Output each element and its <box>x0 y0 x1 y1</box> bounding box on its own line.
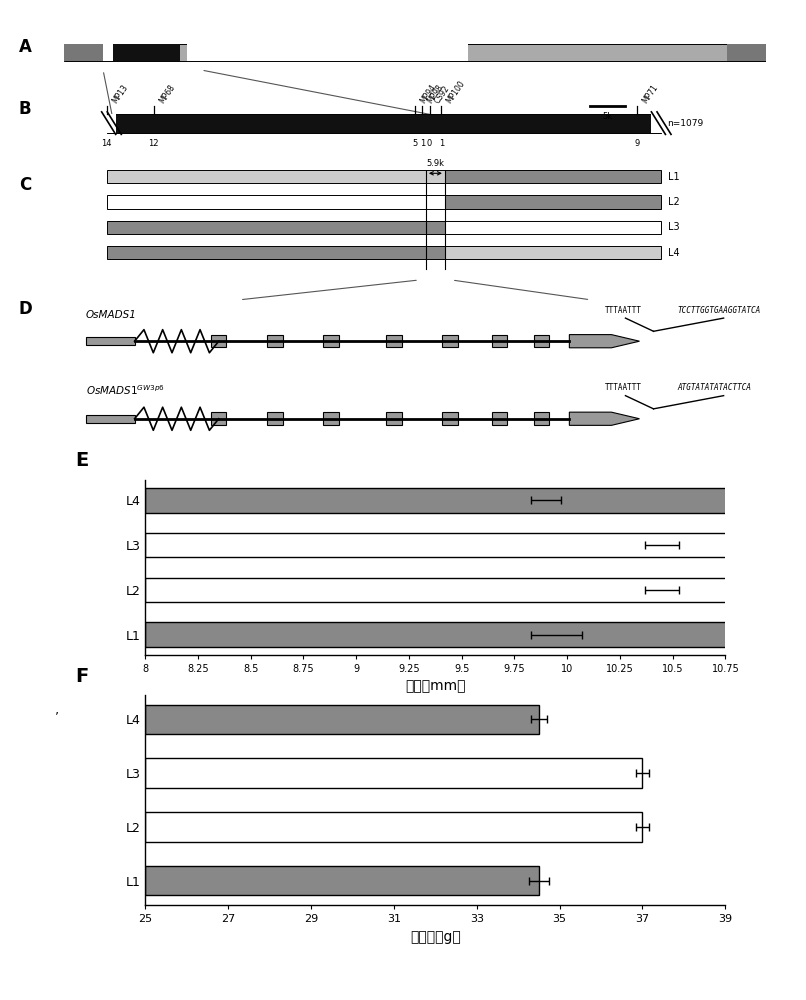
Bar <box>445 221 660 234</box>
Text: L1: L1 <box>667 172 679 182</box>
X-axis label: 千粒重（g）: 千粒重（g） <box>410 930 460 944</box>
Bar <box>211 412 226 425</box>
Text: TTTAATTT: TTTAATTT <box>604 383 642 392</box>
Bar <box>110 44 181 61</box>
Bar <box>267 412 283 425</box>
Text: 1: 1 <box>420 138 425 147</box>
Text: 5.9k: 5.9k <box>426 159 444 168</box>
Text: F: F <box>76 667 89 686</box>
Text: MP13: MP13 <box>110 82 130 105</box>
Bar <box>492 335 507 347</box>
Bar <box>85 337 135 345</box>
Polygon shape <box>569 335 639 348</box>
Text: CS92: CS92 <box>433 84 451 105</box>
Bar <box>426 246 445 259</box>
Bar <box>426 170 445 183</box>
Bar <box>85 415 135 423</box>
Bar <box>492 412 507 425</box>
Bar <box>106 221 426 234</box>
Bar <box>106 170 426 183</box>
Text: $OsMADS1^{GW3p6}$: $OsMADS1^{GW3p6}$ <box>85 383 164 397</box>
Text: B: B <box>19 100 31 118</box>
Polygon shape <box>569 412 639 425</box>
Bar <box>187 44 467 61</box>
Text: E: E <box>76 451 89 470</box>
Text: MP71: MP71 <box>641 82 660 105</box>
Text: 1: 1 <box>438 138 444 147</box>
Text: MP94: MP94 <box>419 82 438 105</box>
Bar <box>727 44 766 61</box>
Text: MP100: MP100 <box>445 78 467 105</box>
X-axis label: 粒长（mm）: 粒长（mm） <box>405 680 466 694</box>
Bar <box>64 44 103 61</box>
Text: MP98: MP98 <box>426 82 445 105</box>
Bar <box>145 533 806 557</box>
Text: C: C <box>19 176 31 194</box>
Text: L4: L4 <box>667 247 679 257</box>
Bar <box>426 195 445 209</box>
Bar <box>445 170 660 183</box>
Bar <box>442 335 458 347</box>
Text: ’: ’ <box>55 710 59 723</box>
Bar <box>145 866 539 895</box>
Bar <box>145 812 642 842</box>
Bar <box>534 335 549 347</box>
Bar <box>386 412 401 425</box>
Text: 5k: 5k <box>603 112 613 121</box>
Bar <box>145 578 806 602</box>
Bar <box>145 705 539 734</box>
Bar <box>145 488 806 513</box>
Bar <box>106 246 426 259</box>
Text: TTTAATTT: TTTAATTT <box>604 306 642 315</box>
Bar <box>102 114 116 132</box>
Bar <box>64 44 766 61</box>
Bar <box>445 195 660 209</box>
Bar <box>442 412 458 425</box>
Text: L2: L2 <box>667 197 679 207</box>
Text: 0: 0 <box>427 138 432 147</box>
Bar <box>145 622 806 647</box>
Text: 5: 5 <box>413 138 418 147</box>
Text: 9: 9 <box>634 138 640 147</box>
Text: A: A <box>19 38 31 56</box>
Bar <box>651 114 666 132</box>
Bar <box>426 221 445 234</box>
Bar <box>534 412 549 425</box>
Text: L3: L3 <box>667 222 679 232</box>
Bar <box>386 335 401 347</box>
Bar <box>445 246 660 259</box>
Text: ATGTATATATACTTCA: ATGTATATATACTTCA <box>677 383 751 392</box>
Bar <box>323 412 339 425</box>
Bar <box>267 335 283 347</box>
Text: 14: 14 <box>102 138 112 147</box>
Bar <box>211 335 226 347</box>
Text: MP68: MP68 <box>157 82 177 105</box>
Bar <box>106 195 426 209</box>
Bar <box>103 44 113 61</box>
Text: 12: 12 <box>148 138 159 147</box>
Bar <box>323 335 339 347</box>
Bar <box>106 114 661 132</box>
Text: OsMADS1: OsMADS1 <box>85 310 136 320</box>
Text: D: D <box>19 300 33 318</box>
Bar <box>145 758 642 788</box>
Text: TCCTTGGTGAAGGTATCA: TCCTTGGTGAAGGTATCA <box>677 306 761 315</box>
Text: n=1079: n=1079 <box>667 119 704 128</box>
